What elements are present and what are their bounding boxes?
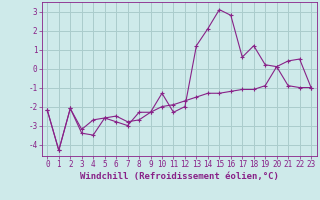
- X-axis label: Windchill (Refroidissement éolien,°C): Windchill (Refroidissement éolien,°C): [80, 172, 279, 181]
